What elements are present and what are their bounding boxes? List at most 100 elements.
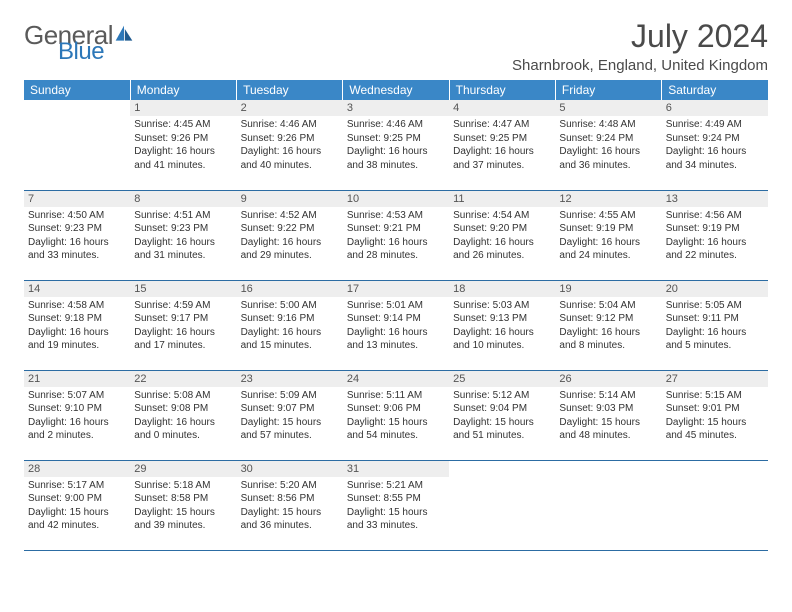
calendar-day-cell: 19Sunrise: 5:04 AMSunset: 9:12 PMDayligh… [555, 280, 661, 370]
calendar-day-cell: 12Sunrise: 4:55 AMSunset: 9:19 PMDayligh… [555, 190, 661, 280]
day-details: Sunrise: 5:09 AMSunset: 9:07 PMDaylight:… [237, 387, 343, 447]
calendar-day-cell: 22Sunrise: 5:08 AMSunset: 9:08 PMDayligh… [130, 370, 236, 460]
calendar-day-cell [555, 460, 661, 550]
day-number: 23 [237, 371, 343, 387]
weekday-header: Sunday [24, 80, 130, 100]
calendar-day-cell: 31Sunrise: 5:21 AMSunset: 8:55 PMDayligh… [343, 460, 449, 550]
day-number: 11 [449, 191, 555, 207]
calendar-day-cell [24, 100, 130, 190]
day-details: Sunrise: 4:56 AMSunset: 9:19 PMDaylight:… [662, 207, 768, 267]
calendar-day-cell: 27Sunrise: 5:15 AMSunset: 9:01 PMDayligh… [662, 370, 768, 460]
day-number: 10 [343, 191, 449, 207]
day-number: 13 [662, 191, 768, 207]
calendar-day-cell: 24Sunrise: 5:11 AMSunset: 9:06 PMDayligh… [343, 370, 449, 460]
calendar-day-cell [662, 460, 768, 550]
day-number: 24 [343, 371, 449, 387]
day-details: Sunrise: 5:18 AMSunset: 8:58 PMDaylight:… [130, 477, 236, 537]
day-number: 8 [130, 191, 236, 207]
day-details: Sunrise: 5:03 AMSunset: 9:13 PMDaylight:… [449, 297, 555, 357]
day-number: 31 [343, 461, 449, 477]
day-details: Sunrise: 5:14 AMSunset: 9:03 PMDaylight:… [555, 387, 661, 447]
calendar-day-cell: 16Sunrise: 5:00 AMSunset: 9:16 PMDayligh… [237, 280, 343, 370]
calendar-table: SundayMondayTuesdayWednesdayThursdayFrid… [24, 80, 768, 551]
day-details: Sunrise: 5:04 AMSunset: 9:12 PMDaylight:… [555, 297, 661, 357]
calendar-day-cell: 23Sunrise: 5:09 AMSunset: 9:07 PMDayligh… [237, 370, 343, 460]
day-details: Sunrise: 5:00 AMSunset: 9:16 PMDaylight:… [237, 297, 343, 357]
calendar-day-cell: 11Sunrise: 4:54 AMSunset: 9:20 PMDayligh… [449, 190, 555, 280]
day-number: 18 [449, 281, 555, 297]
calendar-day-cell: 2Sunrise: 4:46 AMSunset: 9:26 PMDaylight… [237, 100, 343, 190]
day-number: 15 [130, 281, 236, 297]
day-number: 14 [24, 281, 130, 297]
day-details: Sunrise: 4:53 AMSunset: 9:21 PMDaylight:… [343, 207, 449, 267]
calendar-body: 1Sunrise: 4:45 AMSunset: 9:26 PMDaylight… [24, 100, 768, 550]
day-number: 26 [555, 371, 661, 387]
day-number: 16 [237, 281, 343, 297]
day-details: Sunrise: 4:45 AMSunset: 9:26 PMDaylight:… [130, 116, 236, 176]
day-number: 19 [555, 281, 661, 297]
day-number: 3 [343, 100, 449, 116]
day-number: 9 [237, 191, 343, 207]
header: GeneralBlue July 2024 Sharnbrook, Englan… [24, 18, 768, 74]
day-details: Sunrise: 5:01 AMSunset: 9:14 PMDaylight:… [343, 297, 449, 357]
logo: GeneralBlue [24, 24, 134, 63]
day-details: Sunrise: 5:07 AMSunset: 9:10 PMDaylight:… [24, 387, 130, 447]
day-details: Sunrise: 5:12 AMSunset: 9:04 PMDaylight:… [449, 387, 555, 447]
day-details: Sunrise: 5:15 AMSunset: 9:01 PMDaylight:… [662, 387, 768, 447]
calendar-day-cell: 20Sunrise: 5:05 AMSunset: 9:11 PMDayligh… [662, 280, 768, 370]
calendar-day-cell: 30Sunrise: 5:20 AMSunset: 8:56 PMDayligh… [237, 460, 343, 550]
weekday-header: Friday [555, 80, 661, 100]
calendar-day-cell: 14Sunrise: 4:58 AMSunset: 9:18 PMDayligh… [24, 280, 130, 370]
calendar-day-cell: 15Sunrise: 4:59 AMSunset: 9:17 PMDayligh… [130, 280, 236, 370]
calendar-day-cell: 5Sunrise: 4:48 AMSunset: 9:24 PMDaylight… [555, 100, 661, 190]
day-number: 7 [24, 191, 130, 207]
weekday-header: Thursday [449, 80, 555, 100]
calendar-day-cell: 25Sunrise: 5:12 AMSunset: 9:04 PMDayligh… [449, 370, 555, 460]
calendar-day-cell: 9Sunrise: 4:52 AMSunset: 9:22 PMDaylight… [237, 190, 343, 280]
day-number: 12 [555, 191, 661, 207]
calendar-week-row: 21Sunrise: 5:07 AMSunset: 9:10 PMDayligh… [24, 370, 768, 460]
day-details: Sunrise: 4:55 AMSunset: 9:19 PMDaylight:… [555, 207, 661, 267]
calendar-day-cell: 21Sunrise: 5:07 AMSunset: 9:10 PMDayligh… [24, 370, 130, 460]
day-number: 22 [130, 371, 236, 387]
day-details: Sunrise: 5:08 AMSunset: 9:08 PMDaylight:… [130, 387, 236, 447]
day-details: Sunrise: 4:49 AMSunset: 9:24 PMDaylight:… [662, 116, 768, 176]
page-title: July 2024 [512, 18, 768, 55]
day-details: Sunrise: 4:46 AMSunset: 9:25 PMDaylight:… [343, 116, 449, 176]
day-number: 2 [237, 100, 343, 116]
calendar-day-cell: 8Sunrise: 4:51 AMSunset: 9:23 PMDaylight… [130, 190, 236, 280]
calendar-day-cell: 18Sunrise: 5:03 AMSunset: 9:13 PMDayligh… [449, 280, 555, 370]
calendar-day-cell: 10Sunrise: 4:53 AMSunset: 9:21 PMDayligh… [343, 190, 449, 280]
calendar-day-cell [449, 460, 555, 550]
calendar-day-cell: 29Sunrise: 5:18 AMSunset: 8:58 PMDayligh… [130, 460, 236, 550]
weekday-header: Saturday [662, 80, 768, 100]
day-number: 25 [449, 371, 555, 387]
calendar-week-row: 1Sunrise: 4:45 AMSunset: 9:26 PMDaylight… [24, 100, 768, 190]
day-number: 1 [130, 100, 236, 116]
location-text: Sharnbrook, England, United Kingdom [512, 57, 768, 74]
title-block: July 2024 Sharnbrook, England, United Ki… [512, 18, 768, 74]
weekday-header: Monday [130, 80, 236, 100]
day-details: Sunrise: 4:52 AMSunset: 9:22 PMDaylight:… [237, 207, 343, 267]
day-details: Sunrise: 4:59 AMSunset: 9:17 PMDaylight:… [130, 297, 236, 357]
calendar-day-cell: 13Sunrise: 4:56 AMSunset: 9:19 PMDayligh… [662, 190, 768, 280]
calendar-week-row: 7Sunrise: 4:50 AMSunset: 9:23 PMDaylight… [24, 190, 768, 280]
calendar-week-row: 28Sunrise: 5:17 AMSunset: 9:00 PMDayligh… [24, 460, 768, 550]
day-details: Sunrise: 5:17 AMSunset: 9:00 PMDaylight:… [24, 477, 130, 537]
day-details: Sunrise: 5:21 AMSunset: 8:55 PMDaylight:… [343, 477, 449, 537]
day-number: 29 [130, 461, 236, 477]
calendar-day-cell: 1Sunrise: 4:45 AMSunset: 9:26 PMDaylight… [130, 100, 236, 190]
calendar-day-cell: 28Sunrise: 5:17 AMSunset: 9:00 PMDayligh… [24, 460, 130, 550]
weekday-header: Tuesday [237, 80, 343, 100]
day-details: Sunrise: 4:51 AMSunset: 9:23 PMDaylight:… [130, 207, 236, 267]
calendar-day-cell: 3Sunrise: 4:46 AMSunset: 9:25 PMDaylight… [343, 100, 449, 190]
day-details: Sunrise: 4:58 AMSunset: 9:18 PMDaylight:… [24, 297, 130, 357]
day-details: Sunrise: 5:05 AMSunset: 9:11 PMDaylight:… [662, 297, 768, 357]
logo-text-blue: Blue [58, 41, 134, 63]
calendar-day-cell: 26Sunrise: 5:14 AMSunset: 9:03 PMDayligh… [555, 370, 661, 460]
day-number: 28 [24, 461, 130, 477]
day-number: 17 [343, 281, 449, 297]
day-details: Sunrise: 4:48 AMSunset: 9:24 PMDaylight:… [555, 116, 661, 176]
day-number: 20 [662, 281, 768, 297]
calendar-day-cell: 4Sunrise: 4:47 AMSunset: 9:25 PMDaylight… [449, 100, 555, 190]
